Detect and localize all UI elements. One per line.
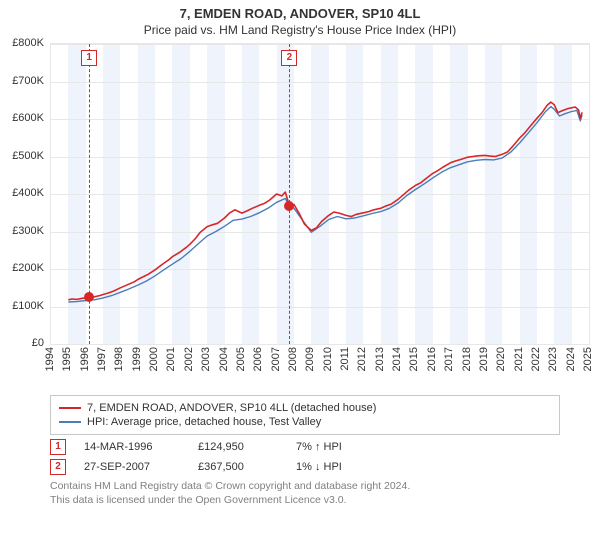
sale-date: 14-MAR-1996 — [84, 441, 180, 453]
y-tick-label: £800K — [0, 37, 44, 49]
x-tick-label: 2013 — [374, 347, 386, 371]
x-tick-label: 2005 — [235, 347, 247, 371]
x-tick-label: 2020 — [495, 347, 507, 371]
sale-marker-dot — [284, 201, 294, 211]
sales-table: 1 14-MAR-1996 £124,950 7% ↑ HPI 2 27-SEP-2007… — [50, 439, 560, 475]
x-tick-label: 2001 — [165, 347, 177, 371]
y-tick-label: £200K — [0, 262, 44, 274]
x-tick-label: 2022 — [530, 347, 542, 371]
x-tick-label: 2003 — [200, 347, 212, 371]
sales-row: 2 27-SEP-2007 £367,500 1% ↓ HPI — [50, 459, 560, 475]
y-tick-label: £0 — [0, 337, 44, 349]
x-tick-label: 2023 — [547, 347, 559, 371]
x-tick-label: 1999 — [131, 347, 143, 371]
y-tick-label: £600K — [0, 112, 44, 124]
y-tick-label: £700K — [0, 75, 44, 87]
x-tick-label: 2007 — [270, 347, 282, 371]
x-tick-label: 1995 — [61, 347, 73, 371]
x-tick-label: 2004 — [218, 347, 230, 371]
legend-item: 7, EMDEN ROAD, ANDOVER, SP10 4LL (detach… — [59, 402, 551, 414]
legend-swatch — [59, 407, 81, 409]
sale-marker-box: 2 — [281, 50, 297, 66]
x-tick-label: 1998 — [113, 347, 125, 371]
x-tick-label: 2021 — [513, 347, 525, 371]
x-tick-label: 2014 — [391, 347, 403, 371]
x-tick-label: 2000 — [148, 347, 160, 371]
series-line — [68, 102, 582, 300]
sale-number-box: 2 — [50, 459, 66, 475]
legend: 7, EMDEN ROAD, ANDOVER, SP10 4LL (detach… — [50, 395, 560, 435]
x-tick-label: 2010 — [322, 347, 334, 371]
chart-area: £0 £100K £200K £300K £400K £500K £600K £700K £80… — [0, 37, 600, 387]
x-tick-label: 2018 — [461, 347, 473, 371]
plot-area: 12 — [50, 43, 590, 345]
legend-label: 7, EMDEN ROAD, ANDOVER, SP10 4LL (detach… — [87, 402, 376, 414]
sale-marker-box: 1 — [81, 50, 97, 66]
x-tick-label: 2025 — [582, 347, 594, 371]
y-tick-label: £400K — [0, 187, 44, 199]
footer-line: Contains HM Land Registry data © Crown c… — [50, 479, 560, 493]
sale-delta: 7% ↑ HPI — [296, 441, 342, 453]
sale-delta: 1% ↓ HPI — [296, 461, 342, 473]
x-tick-label: 2009 — [304, 347, 316, 371]
x-tick-label: 1994 — [44, 347, 56, 371]
x-axis: 1994199519961997199819992000200120022003… — [50, 347, 588, 387]
sale-number-box: 1 — [50, 439, 66, 455]
x-tick-label: 2016 — [426, 347, 438, 371]
x-tick-label: 2002 — [183, 347, 195, 371]
sale-price: £124,950 — [198, 441, 278, 453]
x-tick-label: 2006 — [252, 347, 264, 371]
x-tick-label: 2019 — [478, 347, 490, 371]
chart-svg — [51, 44, 589, 344]
x-tick-label: 2008 — [287, 347, 299, 371]
legend-label: HPI: Average price, detached house, Test… — [87, 416, 321, 428]
sale-date: 27-SEP-2007 — [84, 461, 180, 473]
y-tick-label: £300K — [0, 225, 44, 237]
sales-row: 1 14-MAR-1996 £124,950 7% ↑ HPI — [50, 439, 560, 455]
x-tick-label: 2011 — [339, 347, 351, 371]
y-tick-label: £100K — [0, 300, 44, 312]
footer: Contains HM Land Registry data © Crown c… — [50, 479, 560, 507]
sale-marker-line — [289, 44, 290, 344]
legend-swatch — [59, 421, 81, 423]
x-tick-label: 2024 — [565, 347, 577, 371]
series-line — [68, 107, 582, 302]
x-tick-label: 2017 — [443, 347, 455, 371]
y-tick-label: £500K — [0, 150, 44, 162]
sale-marker-dot — [84, 292, 94, 302]
page-title: 7, EMDEN ROAD, ANDOVER, SP10 4LL — [0, 6, 600, 21]
x-tick-label: 1997 — [96, 347, 108, 371]
legend-item: HPI: Average price, detached house, Test… — [59, 416, 551, 428]
x-tick-label: 1996 — [79, 347, 91, 371]
x-tick-label: 2012 — [356, 347, 368, 371]
footer-line: This data is licensed under the Open Gov… — [50, 493, 560, 507]
page-subtitle: Price paid vs. HM Land Registry's House … — [0, 23, 600, 37]
gridline — [51, 344, 589, 345]
x-tick-label: 2015 — [408, 347, 420, 371]
sale-price: £367,500 — [198, 461, 278, 473]
